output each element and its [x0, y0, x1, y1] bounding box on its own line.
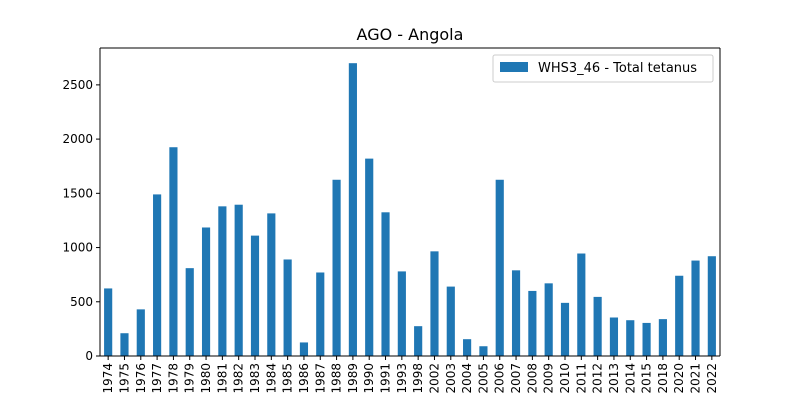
- x-tick-label-2018: 2018: [656, 363, 670, 394]
- bar-1978: [169, 147, 178, 356]
- bar-2008: [528, 290, 537, 356]
- x-tick-label-2013: 2013: [607, 363, 621, 394]
- x-tick-label-1986: 1986: [297, 363, 311, 394]
- x-tick-label-1977: 1977: [150, 363, 164, 394]
- x-tick-label-1991: 1991: [379, 363, 393, 394]
- bar-2022: [707, 256, 716, 356]
- x-tick-label-2012: 2012: [591, 363, 605, 394]
- bar-1993: [397, 271, 406, 356]
- bar-2013: [609, 317, 619, 356]
- x-tick-label-2022: 2022: [705, 363, 719, 394]
- bar-2007: [511, 270, 521, 356]
- x-tick-label-2009: 2009: [542, 363, 556, 394]
- chart-title: AGO - Angola: [357, 25, 464, 44]
- bar-2018: [658, 319, 667, 356]
- x-tick-label-2011: 2011: [574, 363, 588, 394]
- x-tick-label-2002: 2002: [427, 363, 441, 394]
- y-tick-label-1000: 1000: [62, 241, 93, 255]
- x-tick-label-2010: 2010: [558, 363, 572, 394]
- bar-1991: [381, 212, 390, 356]
- x-tick-label-2006: 2006: [493, 363, 507, 394]
- bar-1989: [348, 63, 357, 356]
- bar-1984: [267, 213, 276, 356]
- bar-1975: [120, 333, 129, 356]
- y-tick-label-1500: 1500: [62, 186, 93, 200]
- x-tick-label-1978: 1978: [166, 363, 180, 394]
- bar-1977: [153, 194, 162, 356]
- x-tick-label-1975: 1975: [117, 363, 131, 394]
- bar-2002: [430, 251, 439, 356]
- x-tick-label-1985: 1985: [281, 363, 295, 394]
- bar-2021: [691, 260, 700, 356]
- x-tick-label-1974: 1974: [101, 363, 115, 394]
- bar-1979: [185, 268, 194, 356]
- bar-2014: [626, 320, 635, 356]
- bar-2005: [479, 346, 488, 356]
- bar-2011: [577, 253, 586, 356]
- x-tick-label-2004: 2004: [460, 363, 474, 394]
- bar-2010: [560, 302, 570, 356]
- bar-1980: [201, 227, 211, 356]
- x-tick-label-2021: 2021: [689, 363, 703, 394]
- bar-1976: [136, 309, 145, 356]
- x-tick-label-2008: 2008: [525, 363, 539, 394]
- y-tick-label-2500: 2500: [62, 78, 93, 92]
- bar-2003: [446, 286, 455, 356]
- x-tick-label-1983: 1983: [248, 363, 262, 394]
- legend-swatch: [500, 62, 528, 72]
- bar-1990: [365, 158, 374, 356]
- bars-group: [104, 63, 716, 356]
- legend: WHS3_46 - Total tetanus: [492, 54, 714, 83]
- legend-label: WHS3_46 - Total tetanus: [538, 61, 697, 76]
- x-tick-label-2015: 2015: [640, 363, 654, 394]
- bar-2006: [495, 179, 504, 356]
- x-tick-label-2005: 2005: [476, 363, 490, 394]
- x-tick-label-1981: 1981: [215, 363, 229, 394]
- x-tick-label-2020: 2020: [672, 363, 686, 394]
- x-tick-label-1988: 1988: [330, 363, 344, 394]
- y-tick-label-0: 0: [85, 349, 93, 363]
- x-tick-label-1987: 1987: [313, 363, 327, 394]
- x-tick-label-1998: 1998: [411, 363, 425, 394]
- bar-1981: [218, 206, 227, 356]
- x-tick-label-1993: 1993: [395, 363, 409, 394]
- bar-2020: [675, 275, 684, 356]
- bar-1983: [250, 235, 260, 356]
- bar-2004: [463, 339, 472, 356]
- bar-1986: [299, 342, 309, 356]
- x-tick-label-1989: 1989: [346, 363, 360, 394]
- x-tick-label-2014: 2014: [623, 363, 637, 394]
- x-tick-label-1976: 1976: [134, 363, 148, 394]
- bar-2015: [642, 322, 651, 356]
- x-tick-label-1990: 1990: [362, 363, 376, 394]
- bar-2009: [544, 283, 553, 356]
- x-tick-label-2003: 2003: [444, 363, 458, 394]
- x-tick-label-1982: 1982: [232, 363, 246, 394]
- bar-1985: [283, 259, 292, 356]
- x-tick-label-2007: 2007: [509, 363, 523, 394]
- axes-group: 0 500 1000 1500 2000 2500 1974 1975 1976 1977 1978…: [62, 47, 721, 394]
- bar-1974: [104, 288, 113, 356]
- x-tick-label-1984: 1984: [264, 363, 278, 394]
- y-tick-label-2000: 2000: [62, 132, 93, 146]
- y-tick-label-500: 500: [70, 295, 93, 309]
- bar-1987: [316, 272, 325, 356]
- bar-1988: [332, 179, 341, 356]
- legend-box: [492, 54, 714, 83]
- bar-2012: [593, 296, 602, 356]
- bar-1982: [234, 204, 243, 356]
- x-tick-label-1980: 1980: [199, 363, 213, 394]
- bar-1998: [414, 326, 423, 356]
- x-tick-label-1979: 1979: [183, 363, 197, 394]
